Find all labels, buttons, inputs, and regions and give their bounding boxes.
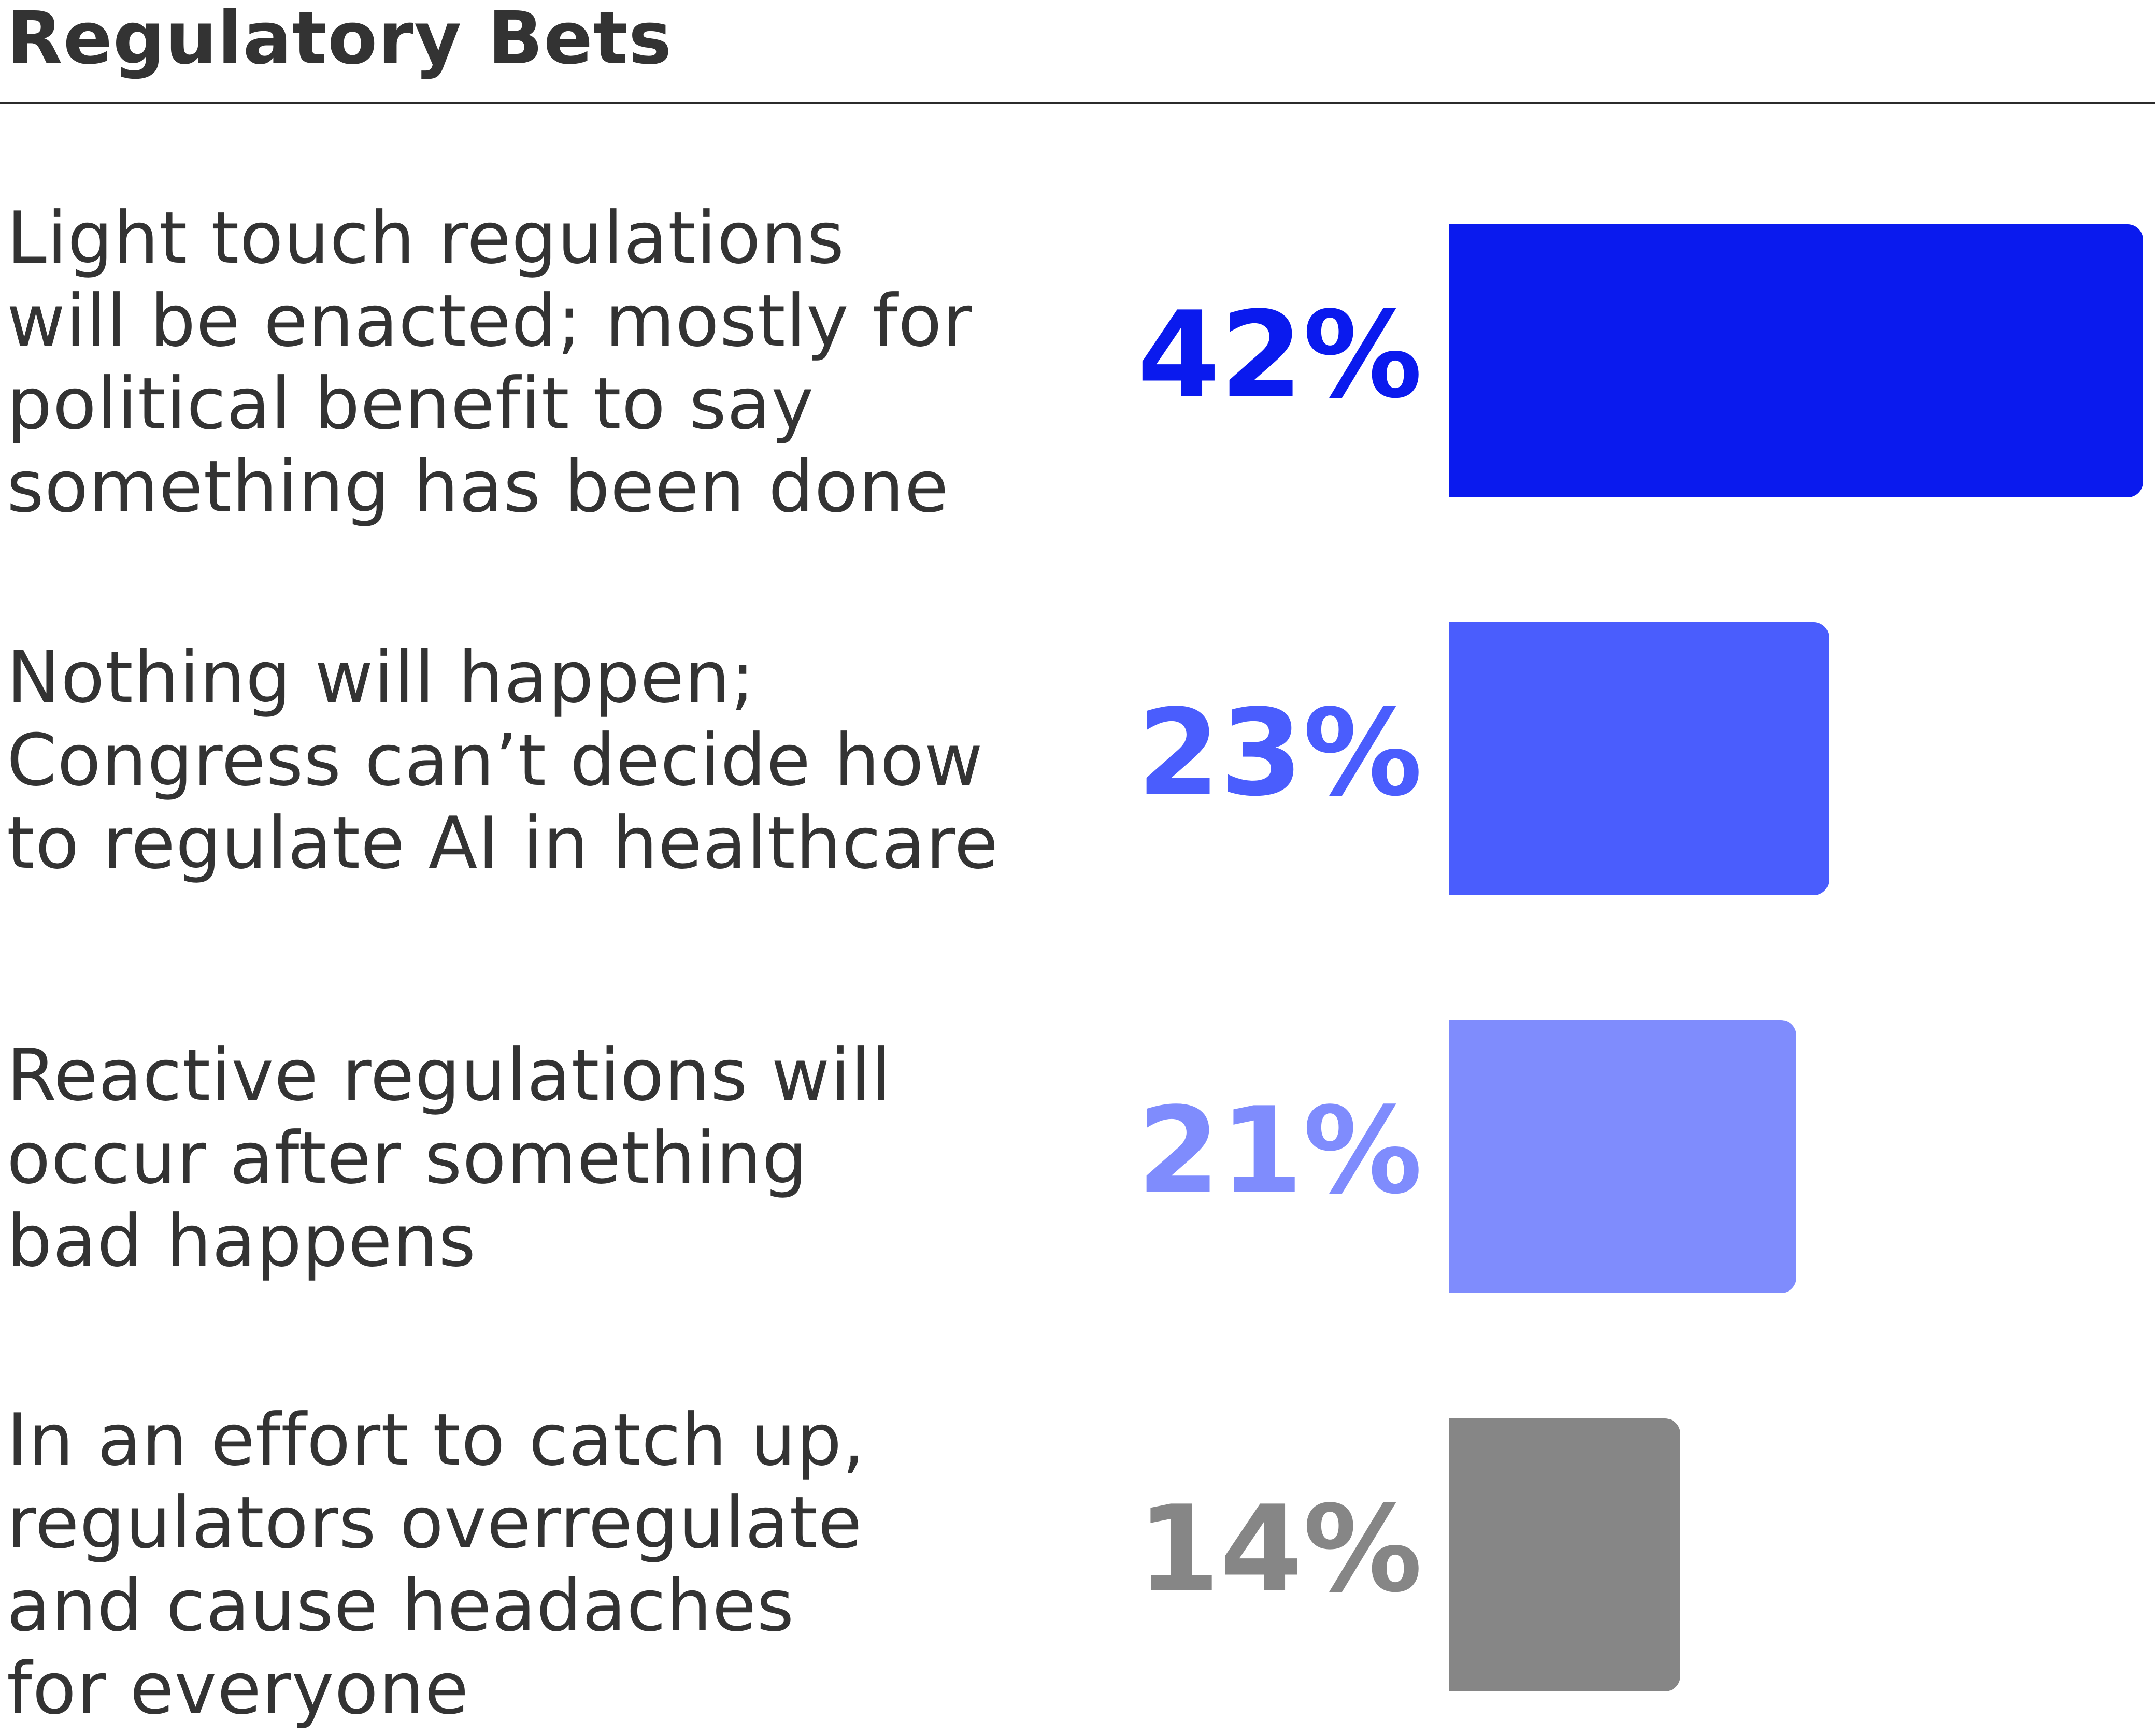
title-divider	[0, 102, 2155, 104]
value-label: 23%	[1137, 684, 1422, 823]
value-label: 14%	[1137, 1480, 1422, 1619]
category-label: Reactive regulations will occur after so…	[7, 1034, 892, 1283]
category-label: Light touch regulations will be enacted;…	[7, 196, 973, 528]
bar	[1449, 1020, 1796, 1293]
value-label: 42%	[1137, 286, 1422, 425]
value-label: 21%	[1137, 1082, 1422, 1221]
bar	[1449, 224, 2143, 497]
bar	[1449, 1418, 1680, 1691]
category-label: Nothing will happen; Congress can’t deci…	[7, 636, 999, 885]
bar	[1449, 622, 1829, 895]
chart-title: Regulatory Bets	[7, 0, 673, 81]
category-label: In an effort to catch up, regulators ove…	[7, 1398, 866, 1730]
